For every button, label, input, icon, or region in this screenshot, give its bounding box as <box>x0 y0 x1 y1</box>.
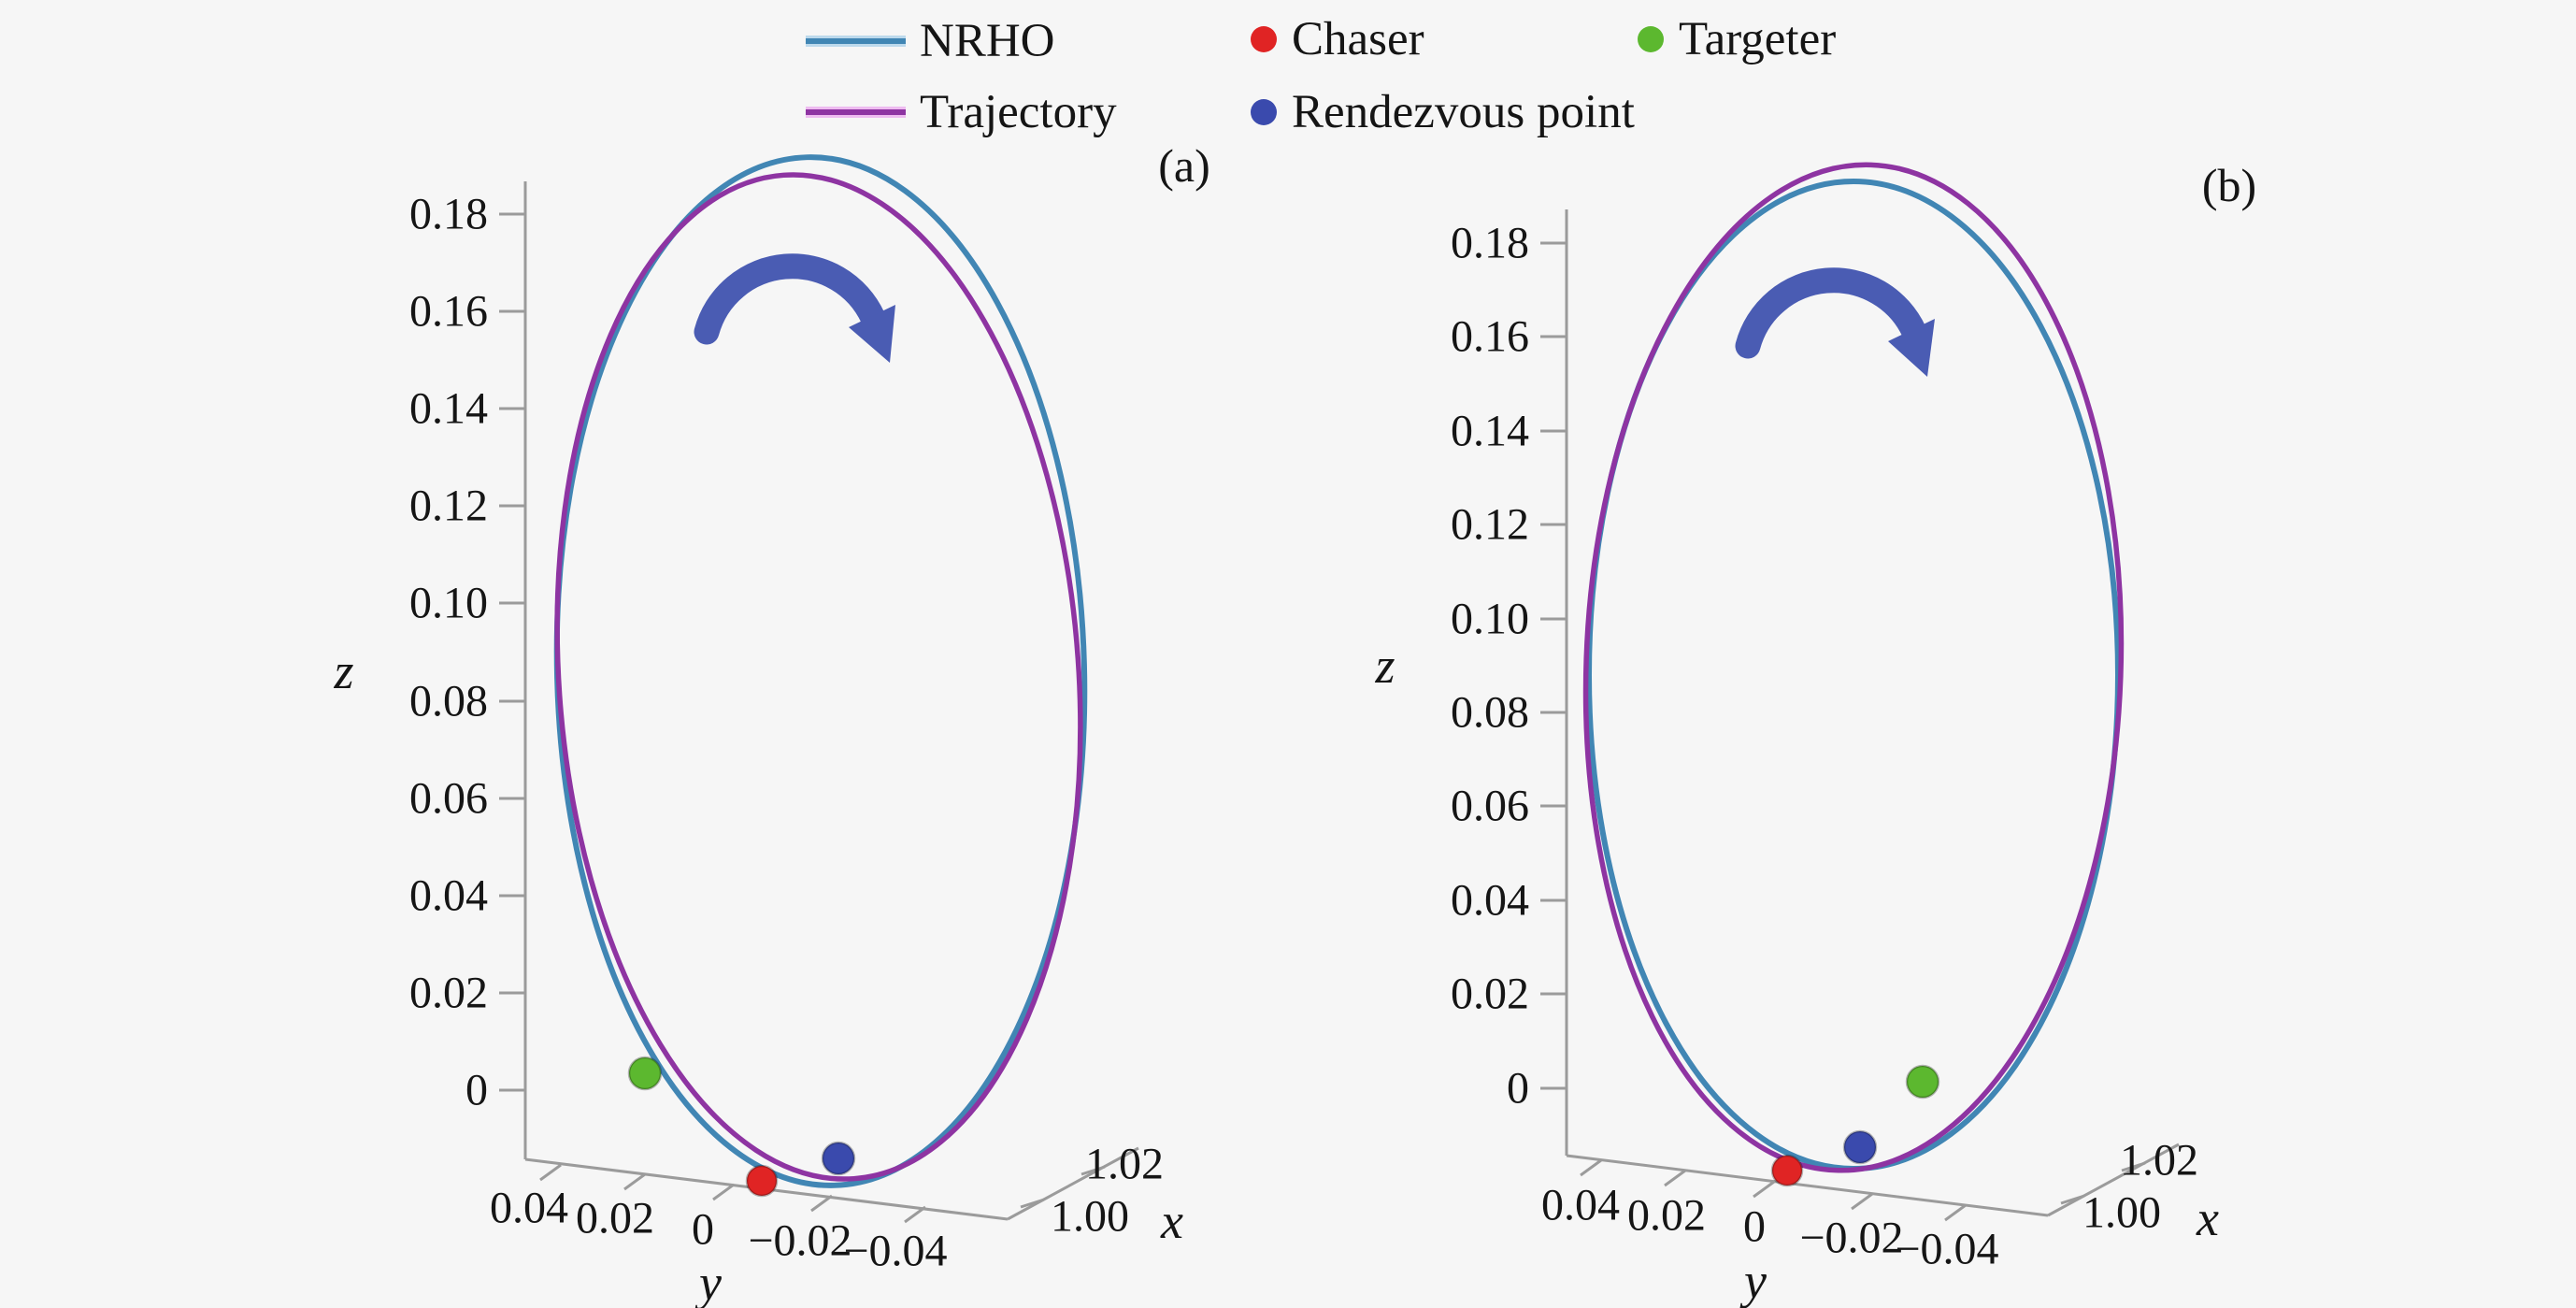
direction-arrow-arc <box>1735 267 1927 359</box>
rendezvous-swatch-dot <box>1251 99 1277 125</box>
z-tick-label: 0.18 <box>409 190 488 239</box>
y-tick <box>810 1194 833 1213</box>
x-tick-label: 1.02 <box>2120 1136 2198 1186</box>
chaser-marker-a <box>745 1164 779 1198</box>
z-tick-label: 0.14 <box>1451 407 1529 456</box>
y-tick <box>1753 1180 1775 1199</box>
x-axis-label: x <box>2196 1190 2219 1246</box>
legend-label-targeter: Targeter <box>1679 13 1836 65</box>
z-tick-label: 0.08 <box>1451 688 1529 738</box>
y-tick <box>1944 1203 1967 1222</box>
z-tick-label: 0.04 <box>1451 876 1529 926</box>
direction-arrow-a <box>694 253 895 363</box>
legend-label-trajectory: Trajectory <box>920 86 1117 138</box>
y-axis-b: 0.04 0.02 0 −0.02 −0.04 y <box>1541 1154 2049 1308</box>
y-tick <box>712 1183 735 1201</box>
z-axis-a: 0.18 0.16 0.14 0.12 0.10 0.08 0.06 0.04 … <box>333 181 527 1159</box>
panel-b: 0.18 0.16 0.14 0.12 0.10 0.08 0.06 0.04 … <box>1374 159 2256 1308</box>
y-tick <box>904 1205 926 1224</box>
panel-letter-b: (b) <box>2202 159 2256 211</box>
y-tick <box>1851 1192 1873 1211</box>
direction-arrow-arc <box>694 253 886 345</box>
z-tick-label: 0 <box>1507 1064 1529 1114</box>
y-tick-label: 0.04 <box>490 1184 568 1233</box>
x-axis-label: x <box>1160 1193 1183 1249</box>
x-tick-label: 1.02 <box>1085 1140 1164 1189</box>
chaser-marker-b <box>1770 1154 1804 1187</box>
y-tick-label: −0.04 <box>843 1227 947 1276</box>
z-tick-label: 0.12 <box>1451 500 1529 550</box>
y-tick-label: −0.02 <box>748 1216 852 1266</box>
y-axis-label: y <box>1739 1253 1767 1308</box>
x-tick <box>2060 1194 2085 1205</box>
x-axis-a: 1.02 1.00 x <box>1007 1140 1183 1249</box>
panel-letter-a: (a) <box>1158 139 1210 192</box>
z-tick-label: 0.16 <box>409 287 488 337</box>
x-tick <box>1020 1198 1045 1209</box>
x-tick <box>1080 1165 1106 1176</box>
targeter-swatch-dot <box>1638 26 1664 52</box>
direction-arrowhead <box>1888 319 1935 377</box>
z-tick-label: 0.08 <box>409 677 488 726</box>
y-tick-label: −0.02 <box>1799 1214 1903 1263</box>
y-tick-label: −0.04 <box>1895 1225 1998 1274</box>
y-tick-label: 0 <box>1743 1202 1766 1252</box>
panel-a: 0.18 0.16 0.14 0.12 0.10 0.08 0.06 0.04 … <box>333 139 1209 1308</box>
y-tick <box>1580 1158 1602 1177</box>
z-tick-label: 0.02 <box>1451 970 1529 1019</box>
z-axis-b: 0.18 0.16 0.14 0.12 0.10 0.08 0.06 0.04 … <box>1374 209 1568 1156</box>
z-tick-label: 0.16 <box>1451 312 1529 362</box>
x-axis-b: 1.02 1.00 x <box>2047 1136 2219 1246</box>
legend-label-nrho: NRHO <box>920 15 1055 67</box>
y-axis-line <box>1566 1154 2049 1217</box>
z-axis-label: z <box>333 643 353 699</box>
x-tick-label: 1.00 <box>1051 1192 1129 1242</box>
z-tick-label: 0.14 <box>409 384 488 434</box>
z-axis-label: z <box>1374 638 1395 694</box>
y-tick-label: 0.04 <box>1541 1181 1620 1230</box>
rendezvous-marker-b <box>1842 1129 1878 1165</box>
z-tick-label: 0.12 <box>409 482 488 531</box>
chaser-swatch-dot <box>1251 26 1277 52</box>
rendezvous-marker-a <box>821 1141 856 1176</box>
y-tick <box>1664 1169 1686 1187</box>
x-tick-label: 1.00 <box>2082 1188 2161 1238</box>
y-axis-label: y <box>694 1255 722 1308</box>
legend-label-rendezvous: Rendezvous point <box>1292 86 1635 138</box>
trajectory-orbit-b <box>1582 162 2125 1173</box>
z-tick-label: 0.18 <box>1451 219 1529 268</box>
y-tick <box>539 1163 562 1182</box>
z-tick-label: 0.06 <box>409 774 488 824</box>
targeter-marker-b <box>1905 1064 1940 1100</box>
z-tick-label: 0.10 <box>409 579 488 628</box>
y-tick-label: 0.02 <box>1627 1191 1706 1241</box>
direction-arrowhead <box>849 305 895 363</box>
trajectory-orbit-a <box>554 172 1083 1182</box>
y-tick-label: 0.02 <box>576 1194 654 1243</box>
z-tick-label: 0.06 <box>1451 782 1529 831</box>
direction-arrow-b <box>1735 267 1935 377</box>
z-tick-label: 0.04 <box>409 871 488 921</box>
x-axis-line <box>2047 1143 2180 1217</box>
y-tick <box>623 1172 646 1191</box>
legend-label-chaser: Chaser <box>1292 13 1424 65</box>
z-tick-label: 0 <box>465 1066 488 1115</box>
targeter-marker-a <box>627 1056 663 1091</box>
y-axis-a: 0.04 0.02 0 −0.02 −0.04 y <box>490 1157 1009 1308</box>
z-tick-label: 0.10 <box>1451 595 1529 644</box>
x-tick <box>2121 1161 2146 1172</box>
x-axis-line <box>1007 1146 1139 1221</box>
z-tick-label: 0.02 <box>409 969 488 1018</box>
y-tick-label: 0 <box>692 1205 714 1255</box>
legend: NRHO Trajectory Chaser Rendezvous point … <box>806 13 1836 138</box>
nrho-orbit-b <box>1586 179 2121 1171</box>
